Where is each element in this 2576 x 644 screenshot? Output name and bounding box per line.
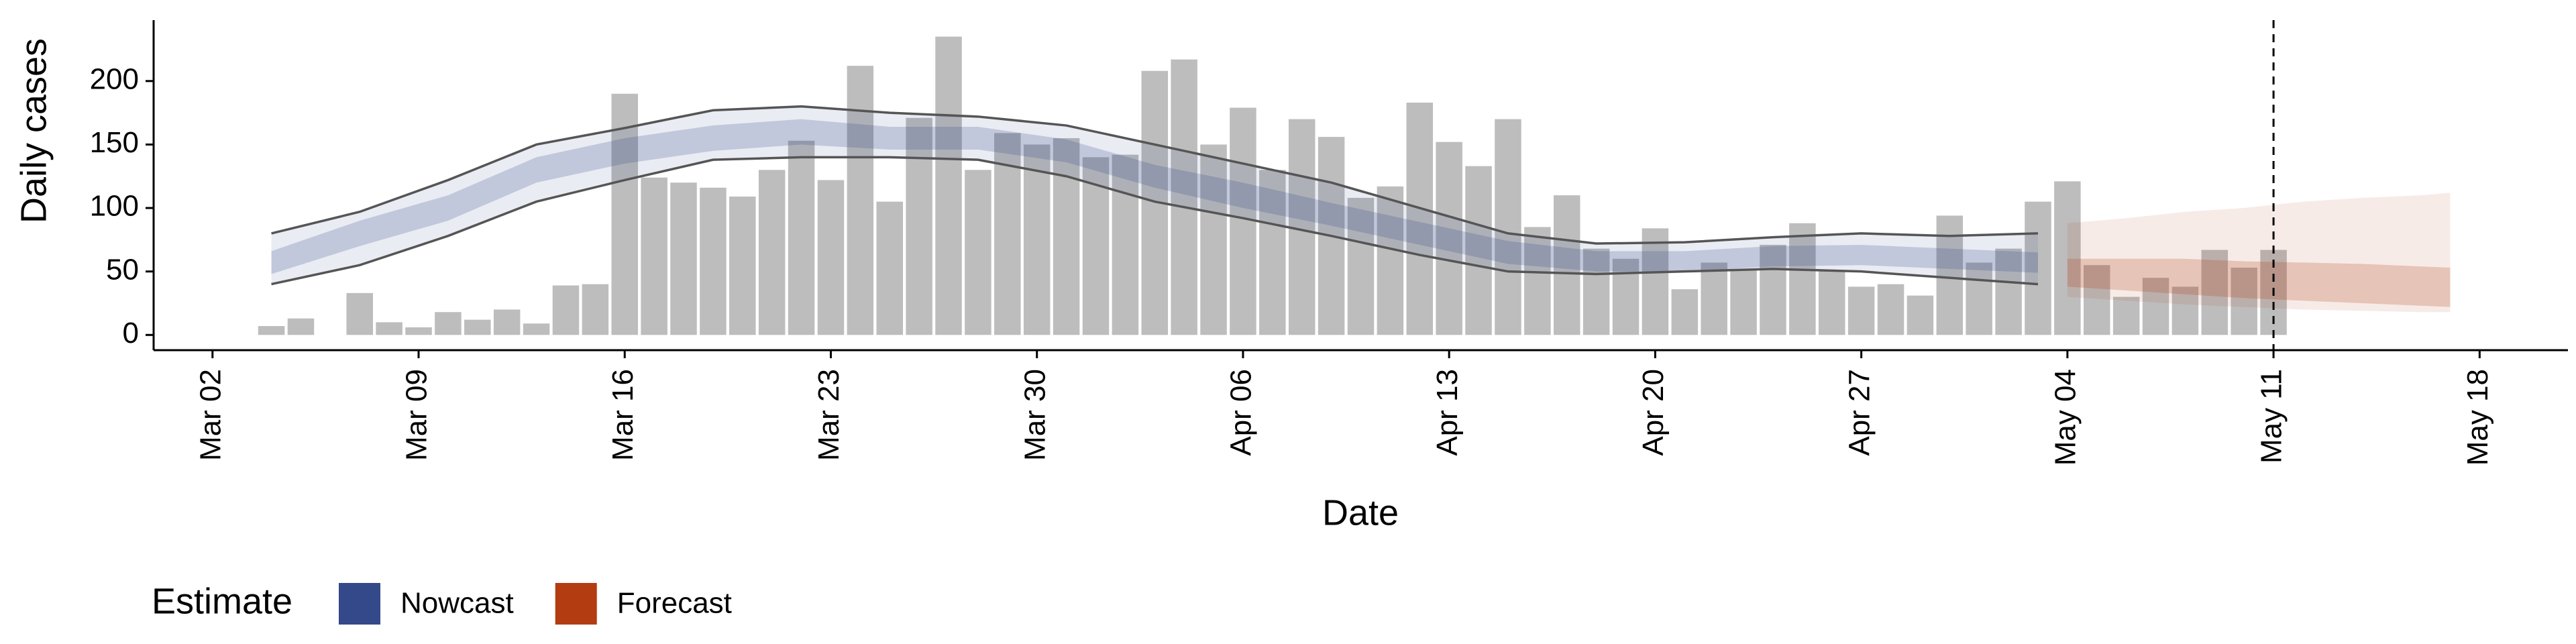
bar (1171, 59, 1197, 335)
bar (464, 319, 491, 335)
bar (817, 180, 845, 335)
bar (788, 140, 815, 335)
x-tick-label: Apr 20 (1637, 369, 1670, 456)
bar (1112, 154, 1139, 335)
bar (729, 197, 756, 335)
bar (1701, 262, 1727, 335)
bar (287, 318, 315, 335)
bar (1023, 144, 1051, 335)
bar (2142, 278, 2169, 335)
bar (405, 327, 432, 335)
bar (1907, 295, 1934, 335)
band-outline (271, 156, 2039, 286)
bar (1347, 197, 1375, 335)
bar (1818, 270, 1845, 335)
y-tick-label: 150 (90, 126, 139, 159)
bar (1200, 144, 1227, 335)
bar (1671, 289, 1699, 335)
x-tick-label: May 11 (2255, 369, 2288, 464)
x-tick-label: May 04 (2049, 369, 2082, 466)
bar (1553, 195, 1580, 335)
bar (1230, 107, 1256, 335)
legend-key (339, 583, 380, 625)
bar (847, 66, 874, 335)
bar (1789, 223, 1816, 335)
x-tick-label: Apr 06 (1225, 369, 1258, 456)
bar (435, 312, 462, 335)
bar (1966, 262, 1992, 335)
band-90 (271, 106, 2038, 284)
bar (258, 326, 285, 335)
x-tick-label: Apr 27 (1843, 369, 1876, 456)
band-50 (271, 119, 2038, 274)
bar (376, 322, 402, 335)
bar (1259, 170, 1286, 335)
bar (582, 284, 609, 335)
band-50 (2067, 258, 2451, 307)
y-axis-title: Daily cases (13, 38, 54, 223)
bar (1642, 228, 1669, 335)
bar (2025, 201, 2051, 335)
bar (1760, 244, 1786, 335)
x-tick-label: Mar 02 (194, 369, 227, 461)
bar (1582, 248, 1610, 335)
y-tick-label: 0 (123, 317, 139, 350)
legend-title: Estimate (152, 581, 292, 621)
bar (1377, 186, 1404, 335)
bar (1612, 258, 1640, 335)
y-tick-label: 100 (90, 190, 139, 223)
bar (2171, 286, 2199, 335)
bar (1465, 166, 1492, 335)
bar (2054, 181, 2081, 335)
legend-key (555, 583, 597, 625)
bar (935, 36, 962, 335)
x-tick-label: Mar 16 (606, 369, 639, 461)
bar (1995, 248, 2022, 335)
bar (523, 323, 550, 335)
bar (700, 187, 727, 335)
bar (1053, 138, 1080, 335)
y-tick-label: 50 (106, 253, 139, 286)
bar (1436, 142, 1462, 335)
bar (552, 285, 580, 335)
bar (758, 170, 786, 335)
bar (1406, 103, 1434, 335)
bar (2084, 265, 2110, 335)
legend-label: Nowcast (400, 587, 514, 620)
y-tick-label: 200 (90, 62, 139, 95)
bar (876, 201, 904, 335)
x-tick-label: Apr 13 (1431, 369, 1464, 456)
band-outline (271, 105, 2039, 245)
bar (2201, 250, 2229, 335)
bar (1730, 268, 1757, 335)
bar (965, 170, 991, 335)
bar (493, 309, 521, 335)
bar (906, 117, 932, 335)
x-tick-label: Mar 09 (400, 369, 433, 461)
x-tick-label: Mar 23 (812, 369, 845, 461)
bar (1495, 119, 1521, 335)
bar (611, 93, 638, 335)
x-axis-title: Date (1322, 492, 1399, 533)
bar (1877, 284, 1904, 335)
bar (2112, 297, 2140, 335)
x-tick-label: May 18 (2461, 369, 2494, 466)
band-90 (2067, 193, 2451, 313)
bar (670, 182, 697, 335)
legend-label: Forecast (617, 587, 732, 620)
x-tick-label: Mar 30 (1018, 369, 1051, 461)
bar (1524, 227, 1551, 335)
bar (1847, 286, 1875, 335)
bar (641, 177, 667, 335)
bar (2231, 268, 2257, 335)
bar (346, 292, 373, 335)
